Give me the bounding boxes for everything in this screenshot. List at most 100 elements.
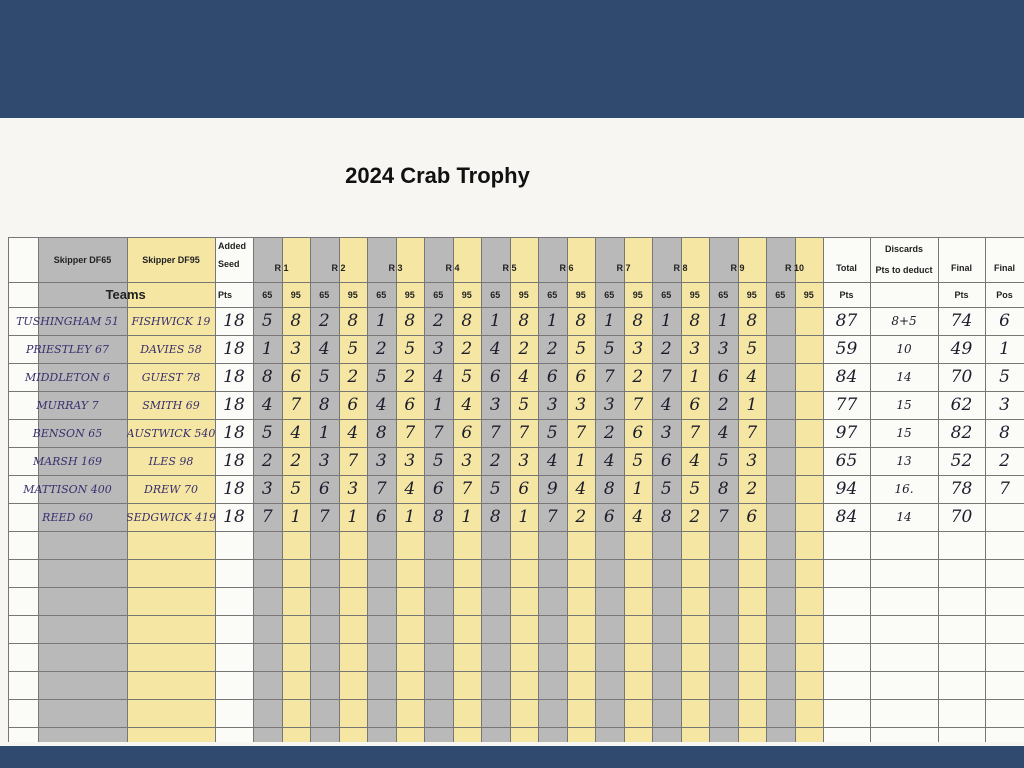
grid-line: [8, 475, 1024, 476]
final-pts: 70: [950, 507, 973, 527]
grid-line: [38, 237, 39, 742]
round-score: 2: [717, 395, 729, 415]
grid-line: [8, 727, 1024, 728]
skipper-df65: PRIESTLEY 67: [25, 342, 110, 356]
seed-pts: 18: [223, 479, 245, 499]
round-score: 1: [261, 339, 273, 359]
header: Final: [950, 263, 972, 273]
round-score: 7: [546, 507, 558, 527]
grid-line: [680, 237, 682, 742]
final-pts: 62: [950, 395, 973, 415]
round-score: 8: [404, 311, 416, 331]
round-score: 2: [746, 479, 758, 499]
round-score: 1: [746, 395, 758, 415]
round-score: 1: [575, 451, 587, 471]
round-score: 8: [489, 507, 501, 527]
stripe: [623, 237, 652, 742]
round-score: 4: [290, 423, 302, 443]
stripe: [452, 237, 481, 742]
header: Pts: [839, 289, 854, 300]
skipper-df95: SEDGWICK 419: [127, 510, 215, 524]
round-score: 7: [461, 479, 473, 499]
grid-line: [8, 643, 1024, 644]
round-score: 6: [603, 507, 615, 527]
skipper-df95: AUSTWICK 540: [127, 426, 215, 440]
round-score: 8: [632, 311, 644, 331]
skipper-df65: MATTISON 400: [23, 482, 112, 496]
round-score: 7: [746, 423, 758, 443]
round-score: 6: [461, 423, 473, 443]
round-score: 3: [461, 451, 473, 471]
total-pts: 77: [835, 395, 858, 415]
round-score: 1: [404, 507, 416, 527]
grid-line: [310, 237, 311, 742]
final-pos: 3: [999, 395, 1010, 415]
round-score: 4: [489, 339, 501, 359]
grid-line: [8, 447, 1024, 448]
skipper-df65: MIDDLETON 6: [24, 370, 111, 384]
round-header: R 2: [331, 263, 346, 273]
skipper-df65: TUSHINGHAM 51: [16, 314, 119, 328]
final-pos: 2: [999, 451, 1010, 471]
round-score: 3: [318, 451, 330, 471]
round-score: 5: [290, 479, 302, 499]
round-score: 1: [717, 311, 729, 331]
round-score: 5: [689, 479, 701, 499]
grid-line: [8, 587, 1024, 588]
total-pts: 65: [835, 451, 858, 471]
stripe: [709, 237, 738, 742]
round-score: 5: [603, 339, 615, 359]
grid-line: [8, 237, 9, 742]
round-score: 8: [290, 311, 302, 331]
round-score: 3: [689, 339, 701, 359]
discards: 10: [896, 342, 912, 356]
grid-line: [823, 237, 824, 742]
seed-pts: 18: [223, 367, 245, 387]
round-score: 6: [575, 367, 587, 387]
round-score: 6: [546, 367, 558, 387]
stripe: [281, 237, 310, 742]
round-score: 4: [404, 479, 416, 499]
round-score: 1: [347, 507, 359, 527]
round-score: 9: [546, 479, 558, 499]
header: Total: [836, 263, 857, 273]
grid-line: [8, 503, 1024, 504]
round-score: 7: [717, 507, 729, 527]
round-score: 3: [546, 395, 558, 415]
seed-pts: 18: [223, 423, 245, 443]
header: Final: [993, 263, 1015, 273]
round-score: 7: [318, 507, 330, 527]
round-header: R 4: [445, 263, 460, 273]
round-score: 1: [290, 507, 302, 527]
grid-line: [794, 237, 796, 742]
round-score: 5: [717, 451, 729, 471]
round-score: 3: [404, 451, 416, 471]
round-header: R 8: [673, 263, 688, 273]
round-score: 5: [318, 367, 330, 387]
round-header: R 9: [730, 263, 745, 273]
grid-line: [8, 282, 1024, 283]
round-score: 4: [603, 451, 615, 471]
round-score: 2: [518, 339, 530, 359]
class-header: 65: [661, 289, 672, 300]
round-score: 8: [660, 507, 672, 527]
round-score: 3: [632, 339, 644, 359]
total-pts: 59: [835, 339, 858, 359]
grid-line: [766, 237, 767, 742]
grid-line: [452, 237, 454, 742]
seed-pts: 18: [223, 311, 245, 331]
grid-line: [8, 615, 1024, 616]
round-score: 7: [632, 395, 644, 415]
seed-pts: 18: [223, 395, 245, 415]
stripe: [424, 237, 453, 742]
total-pts: 84: [835, 367, 858, 387]
skipper-df95: SMITH 69: [142, 398, 200, 412]
header: Pts: [218, 289, 233, 300]
round-score: 1: [689, 367, 701, 387]
class-header: 95: [518, 289, 529, 300]
grid-line: [938, 237, 939, 742]
round-score: 8: [717, 479, 729, 499]
round-header: R 6: [559, 263, 574, 273]
round-score: 7: [375, 479, 387, 499]
